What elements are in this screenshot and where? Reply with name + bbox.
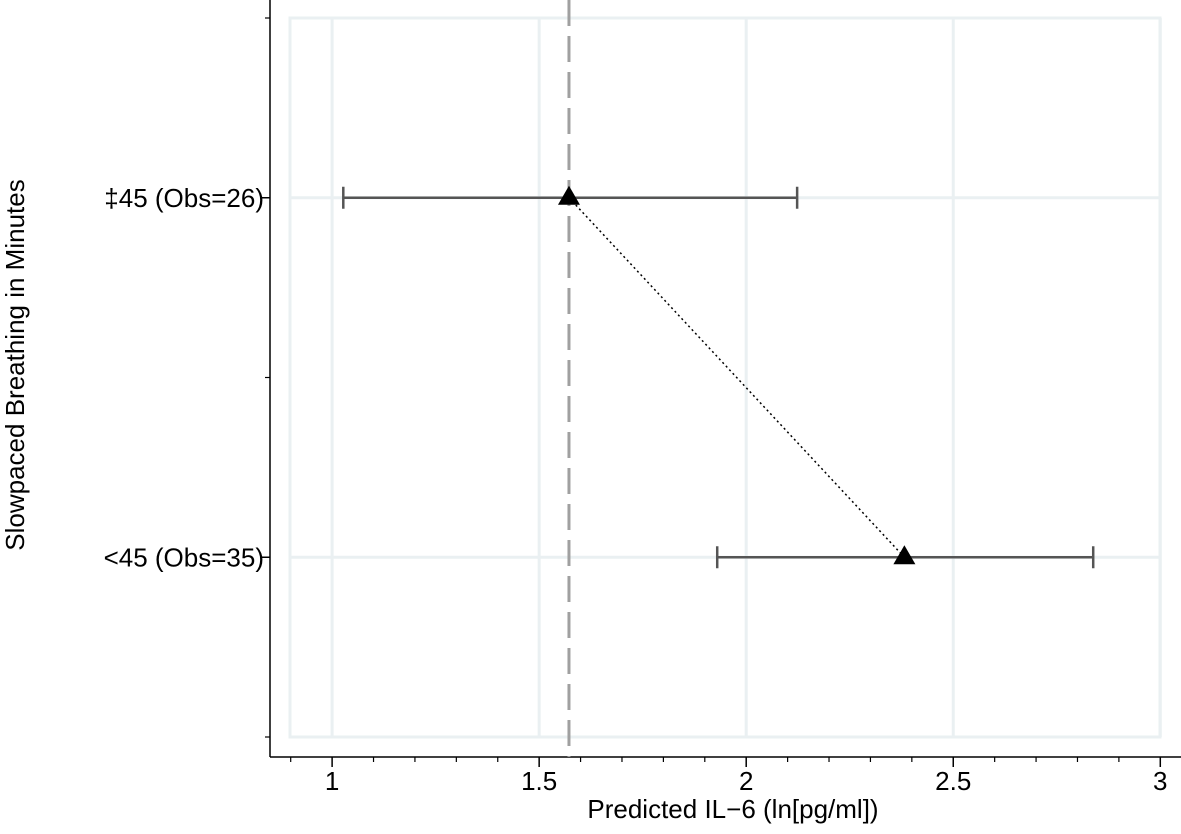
plot-region [288, 16, 1162, 739]
x-tick-label: 2.5 [935, 766, 971, 796]
point-marker [893, 545, 916, 565]
y-axis-label: Slowpaced Breathing in Minutes [0, 179, 30, 550]
connector-line [568, 197, 905, 558]
x-tick-label: 3 [1153, 766, 1167, 796]
point-marker [557, 185, 580, 205]
x-tick-label: 1.5 [521, 766, 557, 796]
y-tick-label: <45 (Obs=35) [104, 542, 264, 572]
y-tick-label: ‡45 (Obs=26) [104, 183, 264, 213]
x-tick-label: 2 [739, 766, 753, 796]
x-axis-label: Predicted IL−6 (ln[pg/ml]) [587, 794, 878, 824]
x-tick-label: 1 [325, 766, 339, 796]
